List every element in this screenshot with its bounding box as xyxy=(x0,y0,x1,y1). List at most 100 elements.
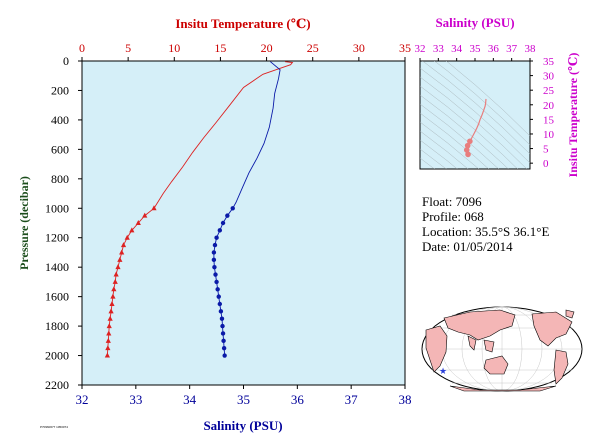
salinity-point xyxy=(220,323,225,329)
main-series-group xyxy=(104,61,294,358)
blue-star-icon: ★ xyxy=(439,366,447,376)
ts-title: Salinity (PSU) xyxy=(435,15,514,30)
temperature-point xyxy=(113,271,119,277)
ts-point xyxy=(463,147,470,153)
left-tick-label: 400 xyxy=(51,113,69,127)
top-tick-label: 15 xyxy=(214,41,226,55)
temperature-point xyxy=(142,212,148,218)
density-contour xyxy=(420,148,447,169)
ts-inset-plot: 32 33 34 35 36 37 38 0 5 10 15 20 25 30 35 Salinity (… xyxy=(415,15,581,178)
ts-point xyxy=(465,151,471,158)
bottom-tick-label: 33 xyxy=(129,392,142,407)
left-axis-ticks: 0 200 400 600 800 1000 1200 1400 1600 1800 2000 220… xyxy=(45,54,82,392)
float-info: Float: 7096 Profile: 068 Location: 35.5°… xyxy=(422,194,549,254)
temperature-point xyxy=(108,308,114,314)
ts-top-tick-label: 37 xyxy=(506,43,518,55)
left-tick-label: 1200 xyxy=(45,231,69,245)
ts-right-tick-label: 5 xyxy=(543,144,549,156)
salinity-point xyxy=(213,272,218,277)
temperature-point xyxy=(112,278,118,284)
top-tick-label: 20 xyxy=(261,41,273,55)
ts-top-tick-label: 35 xyxy=(470,43,482,55)
ts-top-tick-label: 36 xyxy=(488,43,500,55)
bottom-axis-ticks: 32 33 34 35 36 37 38 xyxy=(76,385,412,407)
left-tick-label: 1600 xyxy=(45,290,69,304)
ts-top-ticks: 32 33 34 35 36 37 38 xyxy=(415,43,537,61)
density-contour xyxy=(422,61,530,155)
temperature-point xyxy=(120,242,127,248)
ts-right-tick-label: 35 xyxy=(543,56,555,68)
left-tick-label: 2000 xyxy=(45,349,69,363)
top-tick-label: 5 xyxy=(125,41,131,55)
density-contour xyxy=(420,76,528,169)
density-contour xyxy=(420,112,490,169)
temperature-point xyxy=(135,220,141,225)
profile-number: Profile: 068 xyxy=(422,209,484,224)
salinity-point xyxy=(220,331,226,336)
salinity-point xyxy=(211,257,217,263)
temperature-point xyxy=(104,352,110,358)
ts-right-tick-label: 10 xyxy=(543,129,555,141)
temperature-point xyxy=(106,323,112,329)
top-tick-label: 30 xyxy=(353,41,365,55)
bottom-axis-title: Salinity (PSU) xyxy=(203,418,282,433)
ts-right-tick-label: 0 xyxy=(543,158,549,170)
salinity-point xyxy=(219,316,225,321)
main-plot: 0 5 10 15 20 25 30 35 32 33 34 35 36 37 38 0 200 400 600… xyxy=(17,16,412,433)
temperature-point xyxy=(105,345,111,351)
footer-id: P70960677 1050074 xyxy=(40,425,68,429)
temperature-point xyxy=(111,286,117,292)
ts-right-axis-title: Insitu Temperature (℃) xyxy=(566,53,580,178)
salinity-point xyxy=(217,301,223,307)
ts-point xyxy=(464,142,471,149)
salinity-point xyxy=(225,213,230,218)
salinity-point xyxy=(215,287,220,292)
density-contour xyxy=(420,139,458,169)
temperature-point xyxy=(124,234,130,240)
left-axis-title: Pressure (decibar) xyxy=(17,176,31,270)
temperature-point xyxy=(151,205,157,211)
left-tick-label: 200 xyxy=(51,83,69,97)
temperature-point xyxy=(107,315,113,321)
salinity-point xyxy=(230,206,235,211)
salinity-point xyxy=(222,353,227,358)
left-tick-label: 0 xyxy=(63,54,69,68)
temperature-point xyxy=(109,301,115,306)
ts-right-tick-label: 15 xyxy=(543,114,555,126)
ts-top-tick-label: 34 xyxy=(451,43,463,55)
ts-right-tick-label: 30 xyxy=(543,71,555,83)
top-axis-title: Insitu Temperature (℃) xyxy=(175,16,310,31)
ts-top-tick-label: 33 xyxy=(433,43,445,55)
temperature-point xyxy=(129,227,135,233)
ts-plot-area xyxy=(419,60,531,170)
top-tick-label: 25 xyxy=(307,41,319,55)
ts-right-tick-label: 20 xyxy=(543,100,555,112)
salinity-point xyxy=(214,279,219,285)
density-contour xyxy=(420,85,519,169)
density-contour xyxy=(434,61,530,146)
salinity-point xyxy=(218,309,224,314)
ts-top-tick-label: 38 xyxy=(525,43,537,55)
temperature-point xyxy=(119,249,125,255)
salinity-point xyxy=(221,338,226,344)
left-tick-label: 600 xyxy=(51,142,69,156)
bottom-tick-label: 32 xyxy=(76,392,89,407)
temperature-profile-line xyxy=(153,61,294,209)
map-land xyxy=(425,309,575,392)
top-tick-label: 10 xyxy=(168,41,180,55)
left-tick-label: 2200 xyxy=(45,378,69,392)
ts-right-tick-label: 25 xyxy=(543,85,555,97)
ts-top-tick-label: 32 xyxy=(415,43,426,55)
left-tick-label: 1400 xyxy=(45,260,69,274)
density-contour xyxy=(445,61,530,137)
top-axis-ticks: 0 5 10 15 20 25 30 35 xyxy=(79,41,411,61)
location: Location: 35.5°S 36.1°E xyxy=(422,224,549,239)
top-tick-label: 0 xyxy=(79,41,85,55)
density-contour xyxy=(420,94,509,169)
salinity-point xyxy=(214,235,219,240)
density-contour xyxy=(420,103,500,169)
left-tick-label: 1800 xyxy=(45,319,69,333)
world-map: ★ xyxy=(421,306,583,392)
float-id: Float: 7096 xyxy=(422,194,482,209)
